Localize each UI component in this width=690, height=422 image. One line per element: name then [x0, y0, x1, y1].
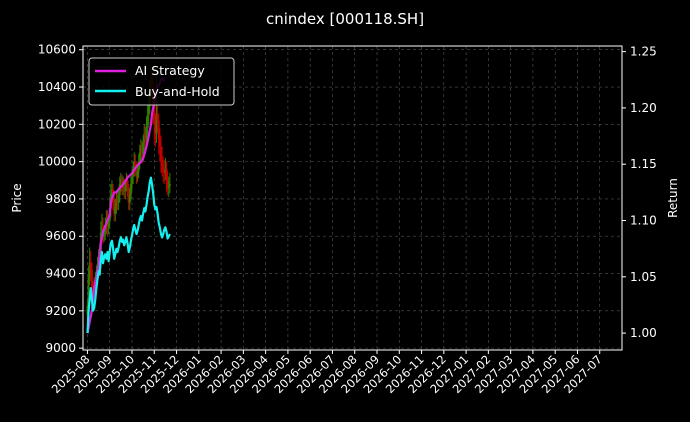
- candle-body: [134, 161, 137, 170]
- left-tick-label: 10200: [38, 117, 76, 131]
- candle-body: [165, 169, 168, 181]
- candle-body: [125, 180, 128, 186]
- left-tick-label: 9600: [45, 229, 76, 243]
- candle-body: [89, 262, 92, 270]
- left-tick-label: 9000: [45, 341, 76, 355]
- candle-body: [90, 269, 93, 289]
- left-tick-label: 10400: [38, 80, 76, 94]
- legend-label-buy-and-hold: Buy-and-Hold: [135, 84, 220, 99]
- candle-body: [161, 161, 164, 166]
- candle-body: [139, 146, 142, 153]
- candle-body: [163, 170, 166, 173]
- candle-body: [128, 195, 131, 203]
- left-tick-label: 10600: [38, 43, 76, 57]
- buy-and-hold-line: [86, 176, 171, 334]
- candle-body: [145, 128, 148, 140]
- right-axis-label: Return: [666, 178, 680, 218]
- candle-body: [88, 262, 91, 278]
- candle-body: [110, 189, 113, 194]
- right-tick-label: 1.05: [630, 270, 657, 284]
- left-axis-label: Price: [10, 183, 24, 212]
- left-tick-label: 9400: [45, 267, 76, 281]
- candle-body: [113, 198, 116, 214]
- right-tick-label: 1.15: [630, 157, 657, 171]
- candle-body: [120, 180, 123, 188]
- legend: AI Strategy Buy-and-Hold: [88, 57, 235, 106]
- right-tick-label: 1.20: [630, 101, 657, 115]
- candle-body: [138, 152, 141, 162]
- left-axis: 9000 9200 9400 9600 9800 10000 10200 10400 10600: [38, 43, 83, 355]
- candle-body: [103, 232, 106, 237]
- candle-body: [118, 184, 121, 196]
- right-tick-label: 1.25: [630, 45, 657, 59]
- candle-body: [133, 161, 136, 170]
- candle-body: [129, 184, 132, 196]
- candle-body: [158, 139, 161, 147]
- candle-body: [153, 105, 156, 125]
- candle-body: [168, 184, 171, 186]
- candle-body: [119, 180, 122, 185]
- candle-body: [107, 221, 110, 227]
- candle-body: [124, 185, 127, 192]
- candle-body: [146, 115, 149, 129]
- plot-frame: [82, 45, 623, 351]
- candle-body: [127, 187, 130, 203]
- candle-body: [147, 105, 150, 116]
- right-tick-label: 1.00: [630, 326, 657, 340]
- candle-body: [87, 277, 90, 306]
- candle-body: [164, 169, 167, 173]
- candle-body: [86, 305, 89, 315]
- candle-body: [154, 124, 157, 134]
- candle-body: [136, 170, 139, 177]
- candle-body: [159, 146, 162, 162]
- right-tick-label: 1.10: [630, 214, 657, 228]
- candle-body: [126, 180, 129, 188]
- candle-body: [100, 226, 103, 233]
- candle-body: [162, 165, 165, 171]
- candle-body: [135, 169, 138, 177]
- candle-body: [155, 115, 158, 134]
- candle-body: [131, 176, 133, 185]
- candle-body: [116, 198, 119, 203]
- candle-body: [117, 195, 120, 203]
- candle-body: [157, 120, 160, 140]
- candle-body: [166, 180, 169, 188]
- candle-body: [137, 161, 140, 171]
- candle-body: [141, 146, 144, 155]
- left-tick-label: 9200: [45, 304, 76, 318]
- candle-body: [156, 115, 159, 121]
- candle-body: [143, 133, 146, 143]
- candle-body: [114, 206, 117, 214]
- left-tick-label: 10000: [38, 155, 76, 169]
- legend-label-ai-strategy: AI Strategy: [135, 63, 205, 78]
- candle-body: [167, 185, 170, 188]
- left-tick-label: 9800: [45, 192, 76, 206]
- candle-body: [123, 184, 126, 192]
- candle-body: [115, 198, 118, 207]
- right-axis: 1.00 1.05 1.10 1.15 1.20 1.25: [622, 45, 657, 340]
- chart-title: cnindex [000118.SH]: [266, 10, 424, 28]
- candle-body: [144, 133, 147, 140]
- candle-body: [142, 142, 145, 155]
